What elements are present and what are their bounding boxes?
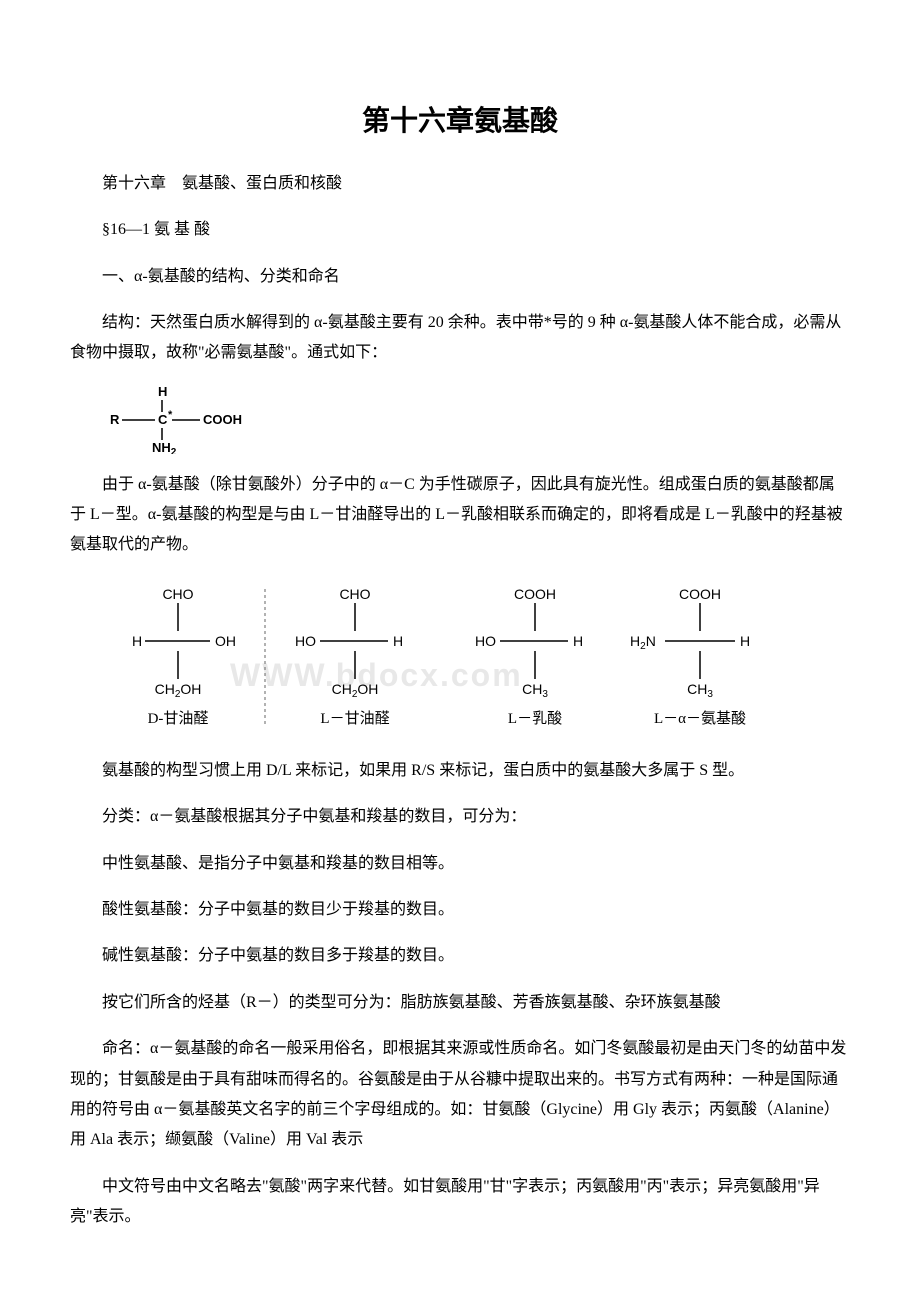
svg-text:H: H — [132, 633, 142, 649]
fischer-projections-icon: WWW.bdocx.com CHO H OH CH2OH D-甘油醛 CHO H… — [120, 581, 800, 731]
svg-text:COOH: COOH — [679, 586, 721, 602]
svg-text:NH2: NH2 — [152, 440, 177, 454]
svg-text:CH3: CH3 — [522, 681, 548, 700]
svg-text:H: H — [740, 633, 750, 649]
svg-text:CH2OH: CH2OH — [155, 681, 202, 700]
paragraph-8: 中性氨基酸、是指分子中氨基和羧基的数目相等。 — [70, 849, 850, 879]
svg-text:H: H — [393, 633, 403, 649]
paragraph-9: 酸性氨基酸：分子中氨基的数目少于羧基的数目。 — [70, 895, 850, 925]
paragraph-6: 氨基酸的构型习惯上用 D/L 来标记，如果用 R/S 来标记，蛋白质中的氨基酸大… — [70, 756, 850, 786]
svg-text:R: R — [110, 412, 120, 427]
svg-text:H: H — [573, 633, 583, 649]
svg-text:COOH: COOH — [514, 586, 556, 602]
svg-text:C: C — [158, 412, 168, 427]
document-page: 第十六章氨基酸 第十六章 氨基酸、蛋白质和核酸 §16—1 氨 基 酸 一、α-… — [0, 0, 920, 1305]
svg-text:CHO: CHO — [339, 586, 370, 602]
amino-acid-structure-icon: H R C * COOH NH2 — [100, 384, 280, 454]
paragraph-1: 第十六章 氨基酸、蛋白质和核酸 — [70, 169, 850, 199]
fischer-structure-4: COOH H2N H CH3 L－α－氨基酸 — [630, 586, 750, 727]
paragraph-10: 碱性氨基酸：分子中氨基的数目多于羧基的数目。 — [70, 941, 850, 971]
svg-text:L－α－氨基酸: L－α－氨基酸 — [654, 710, 746, 727]
chemical-structure-general: H R C * COOH NH2 — [100, 384, 850, 454]
svg-text:L－甘油醛: L－甘油醛 — [320, 710, 389, 727]
svg-text:CH3: CH3 — [687, 681, 713, 700]
svg-text:CHO: CHO — [162, 586, 193, 602]
svg-text:H: H — [158, 384, 167, 399]
svg-text:HO: HO — [475, 633, 496, 649]
paragraph-5: 由于 α-氨基酸（除甘氨酸外）分子中的 α－C 为手性碳原子，因此具有旋光性。组… — [70, 470, 850, 561]
paragraph-3: 一、α-氨基酸的结构、分类和命名 — [70, 262, 850, 292]
paragraph-2: §16—1 氨 基 酸 — [70, 215, 850, 245]
paragraph-7: 分类：α－氨基酸根据其分子中氨基和羧基的数目，可分为： — [70, 802, 850, 832]
svg-text:COOH: COOH — [203, 412, 242, 427]
svg-text:L－乳酸: L－乳酸 — [508, 710, 562, 727]
paragraph-11: 按它们所含的烃基（R－）的类型可分为：脂肪族氨基酸、芳香族氨基酸、杂环族氨基酸 — [70, 988, 850, 1018]
fischer-projection-diagram: WWW.bdocx.com CHO H OH CH2OH D-甘油醛 CHO H… — [70, 581, 850, 736]
page-title: 第十六章氨基酸 — [70, 99, 850, 139]
svg-text:H2N: H2N — [630, 633, 656, 652]
svg-text:D-甘油醛: D-甘油醛 — [148, 710, 209, 727]
paragraph-4: 结构：天然蛋白质水解得到的 α-氨基酸主要有 20 余种。表中带*号的 9 种 … — [70, 308, 850, 369]
svg-text:OH: OH — [215, 633, 236, 649]
svg-text:*: * — [168, 409, 173, 421]
svg-text:HO: HO — [295, 633, 316, 649]
paragraph-12: 命名：α－氨基酸的命名一般采用俗名，即根据其来源或性质命名。如门冬氨酸最初是由天… — [70, 1034, 850, 1156]
fischer-structure-1: CHO H OH CH2OH D-甘油醛 — [132, 586, 236, 727]
paragraph-13: 中文符号由中文名略去"氨酸"两字来代替。如甘氨酸用"甘"字表示；丙氨酸用"丙"表… — [70, 1172, 850, 1233]
